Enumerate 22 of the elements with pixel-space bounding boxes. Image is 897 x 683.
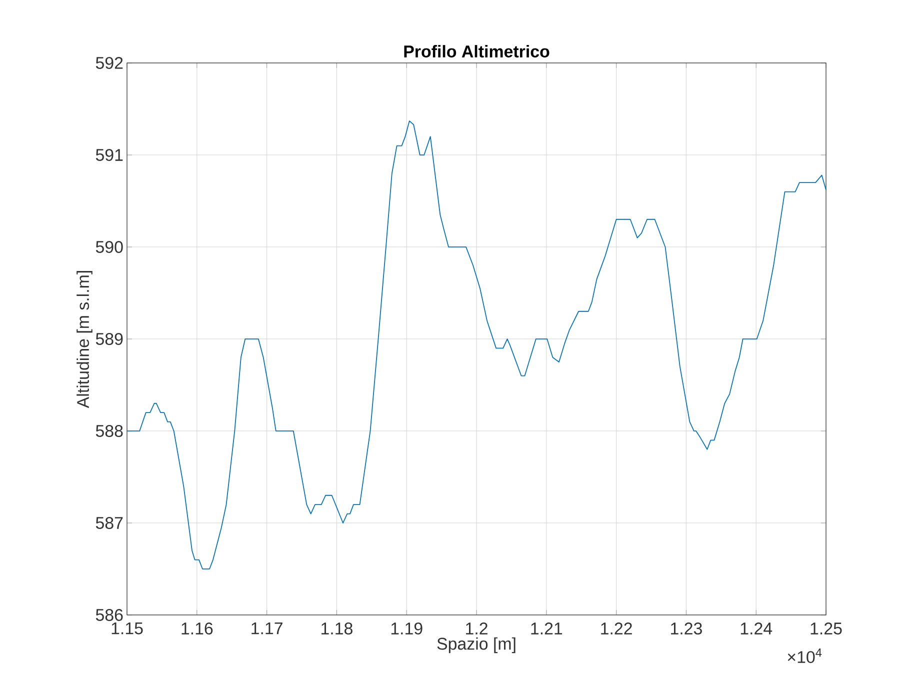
x-tick-label: 1.19 xyxy=(391,622,422,634)
x-tick-label: 1.17 xyxy=(252,622,282,634)
x-tick-label: 1.23 xyxy=(671,622,702,634)
x-tick-label: 1.15 xyxy=(112,622,143,634)
x-tick-label: 1.16 xyxy=(182,622,213,634)
y-axis-title: Altitudine [m s.l.m] xyxy=(76,271,92,408)
y-tick-label: 586 xyxy=(96,608,123,621)
chart-title: Profilo Altimetrico xyxy=(404,45,550,58)
x-tick-label: 1.18 xyxy=(322,622,352,634)
text: ×10$^{4}$ xyxy=(788,648,822,664)
x-tick-label: 1.2 xyxy=(466,622,488,634)
y-tick-label: 592 xyxy=(96,56,123,69)
x-axis-title: Spazio [m] xyxy=(437,637,516,654)
x-tick-label: 1.21 xyxy=(531,622,562,634)
x-tick-label: 1.22 xyxy=(601,622,632,634)
x-tick-label: 1.25 xyxy=(810,622,842,634)
x-tick-label: 1.24 xyxy=(740,622,772,634)
y-tick-label: 587 xyxy=(96,516,123,529)
y-tick-label: 588 xyxy=(96,424,123,437)
y-tick-label: 591 xyxy=(96,148,123,161)
y-tick-label: 590 xyxy=(96,240,123,253)
y-tick-label: 589 xyxy=(96,332,123,345)
